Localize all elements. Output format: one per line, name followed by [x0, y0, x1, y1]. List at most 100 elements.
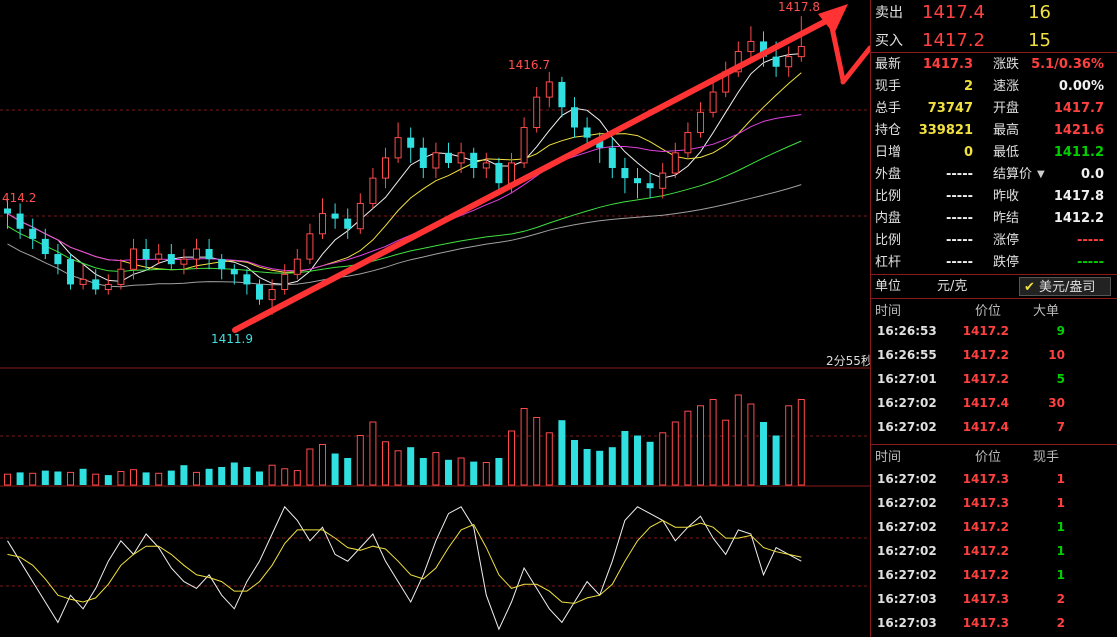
candle-body — [104, 283, 112, 290]
stat-label-left: 内盘 — [875, 211, 902, 226]
volume-bar — [117, 471, 125, 486]
big-hdr-price: 价位 — [975, 304, 1002, 319]
candle-body — [92, 279, 100, 290]
volume-bar — [67, 471, 74, 486]
volume-bar — [722, 419, 730, 486]
candle-body — [394, 137, 402, 159]
tick-price: 1417.2 — [962, 520, 1009, 534]
tick-qty: 1 — [1056, 496, 1065, 510]
volume-bar — [382, 441, 389, 486]
big-order-header: 时间 价位 大单 — [871, 300, 1117, 324]
volume-bar — [142, 472, 150, 485]
volume-bar — [205, 468, 213, 485]
unit-option-checkbox[interactable]: ✔ 美元/盎司 — [1019, 277, 1111, 296]
big-order-price: 1417.2 — [962, 348, 1009, 362]
sell-row: 卖出 1417.4 16 — [871, 0, 1117, 26]
tick-time: 16:27:03 — [877, 616, 937, 630]
tick-qty: 1 — [1056, 520, 1065, 534]
big-order-price: 1417.4 — [962, 420, 1009, 434]
candle-body — [193, 248, 200, 260]
label-high: 1417.8 — [778, 0, 820, 14]
candle-body — [747, 40, 755, 53]
sell-price: 1417.4 — [922, 2, 985, 23]
unit-option-label: 美元/盎司 — [1039, 280, 1096, 295]
stat-value-right: ----- — [1077, 255, 1104, 270]
stat-label-left: 比例 — [875, 233, 902, 248]
big-order-qty: 10 — [1048, 348, 1065, 362]
volume-bar — [293, 470, 301, 486]
volume-bar — [785, 405, 793, 486]
caret-down-icon[interactable]: ▼ — [1037, 169, 1045, 180]
unit-value[interactable]: 元/克 — [937, 279, 968, 294]
candle-body — [268, 289, 276, 301]
candle-body — [457, 152, 465, 164]
volume-bar — [54, 471, 62, 485]
candle-body — [495, 162, 503, 184]
kd-indicator — [7, 505, 802, 631]
stat-value-right: 1412.2 — [1053, 211, 1104, 226]
buy-row: 买入 1417.2 15 — [871, 28, 1117, 54]
stat-row: 现手 2 速涨 0.00% — [871, 76, 1117, 98]
candle-body — [482, 162, 490, 169]
stat-value-left: ----- — [946, 255, 973, 270]
candle-body — [785, 56, 793, 68]
ma-line — [7, 184, 802, 288]
big-order-time: 16:27:01 — [877, 372, 937, 386]
volume-bar — [545, 432, 553, 486]
volume-bar — [331, 453, 339, 485]
volume-bar — [495, 458, 503, 485]
big-order-qty: 7 — [1056, 420, 1065, 434]
trend-arrow — [232, 4, 870, 333]
tick-hdr-qty: 现手 — [1033, 450, 1060, 465]
volume-bar — [41, 470, 49, 485]
separator — [871, 444, 1117, 445]
stat-value-right: 1421.6 — [1053, 123, 1104, 138]
stat-label-left: 最新 — [875, 57, 902, 72]
tick-row: 16:27:03 1417.3 2 — [871, 587, 1117, 611]
stat-row: 日增 0 最低 1411.2 — [871, 142, 1117, 164]
stat-label-right: 最低 — [993, 145, 1020, 160]
tick-row: 16:27:02 1417.3 1 — [871, 491, 1117, 515]
volume-bar — [457, 457, 465, 486]
stat-value-right: 0.0 — [1080, 167, 1104, 182]
volume-bar — [797, 399, 805, 486]
volume-bar — [180, 465, 188, 485]
tick-row: 16:27:02 1417.3 1 — [871, 467, 1117, 491]
stat-label-right: 昨结 — [993, 211, 1020, 226]
volume-bar — [256, 471, 263, 485]
candle-body — [256, 284, 263, 300]
candle-body — [130, 248, 137, 270]
volume-bar — [419, 458, 427, 485]
candle-body — [520, 127, 528, 164]
stat-value-left: 0 — [963, 145, 973, 160]
candle-body — [29, 228, 37, 239]
tick-hdr-time: 时间 — [875, 450, 902, 465]
stat-label-right: 结算价 — [993, 167, 1033, 182]
tick-price: 1417.3 — [962, 592, 1009, 606]
stat-value-right: 1417.8 — [1053, 189, 1104, 204]
check-icon: ✔ — [1024, 280, 1035, 295]
candle-body — [344, 218, 352, 229]
label-mid-high: 1416.7 — [508, 58, 550, 72]
volume-bar — [268, 464, 276, 486]
volume-bar — [659, 432, 667, 486]
volume-bar — [583, 449, 591, 485]
candle-body — [117, 268, 125, 285]
stat-value-left: 2 — [963, 79, 973, 94]
volume-bar — [671, 421, 679, 486]
candle-body — [659, 172, 667, 189]
tick-time: 16:27:02 — [877, 496, 937, 510]
candle-body — [243, 274, 251, 285]
candle-body — [67, 259, 74, 285]
stat-label-left: 总手 — [875, 101, 902, 116]
tick-price: 1417.2 — [962, 568, 1009, 582]
tick-time: 16:27:02 — [877, 520, 937, 534]
volume-bar — [445, 459, 452, 485]
candle-body — [281, 273, 289, 290]
tick-price: 1417.3 — [962, 472, 1009, 486]
tick-qty: 1 — [1056, 568, 1065, 582]
candle-body — [508, 162, 515, 184]
ma-line — [7, 53, 802, 285]
stat-value-right: 1417.7 — [1053, 101, 1104, 116]
volume-bar — [621, 431, 629, 485]
